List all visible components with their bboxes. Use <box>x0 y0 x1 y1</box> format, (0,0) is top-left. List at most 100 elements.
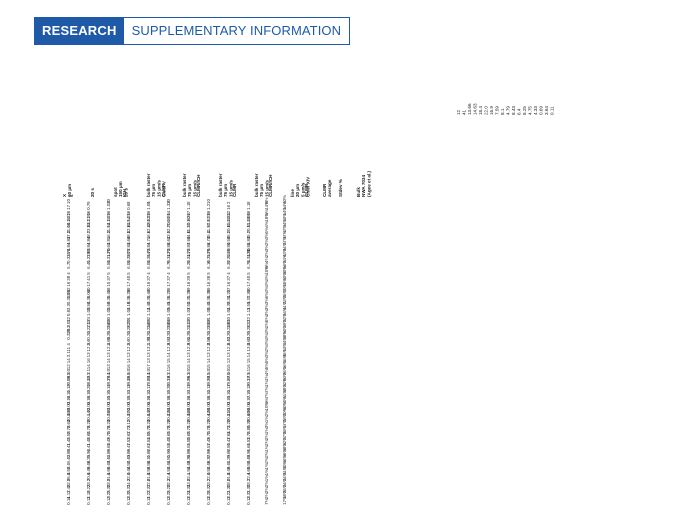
table-cell: 0.17 <box>246 395 251 404</box>
table-cell: 0.8 <box>66 309 71 316</box>
table-cell: 22 <box>146 316 151 322</box>
table-cell: 20.76 <box>106 411 111 423</box>
bulk-value: 13.66 <box>467 103 472 115</box>
table-cell: 13 <box>186 352 191 358</box>
table-cell: 4.66 <box>106 466 111 475</box>
table-cell: 22.1 <box>186 472 191 481</box>
table-cell: 37% <box>282 230 287 239</box>
bulk-value: 3.64 <box>544 106 549 115</box>
table-cell: 0.16 <box>186 395 191 404</box>
table-cell: 8.41 <box>226 460 231 469</box>
table-cell: 60% <box>282 401 287 410</box>
table-cell: 13 <box>106 364 111 370</box>
table-cell: 16 <box>146 281 151 287</box>
table-cell: 0.23 <box>166 330 171 339</box>
table-cell: 2.02 <box>186 319 191 328</box>
table-cell: 16 <box>126 210 131 216</box>
table-cell: 16 <box>226 281 231 287</box>
table-cell: 0.89 <box>126 448 131 457</box>
table-cell: 12.4 <box>106 342 111 351</box>
table-cell: 38 <box>206 275 211 281</box>
table-cell: 2% <box>264 410 269 417</box>
table-cell: 5 <box>106 272 111 275</box>
table-cell: 1.73 <box>146 248 151 257</box>
table-cell: 23.2 <box>206 478 211 487</box>
table-cell: 1.77 <box>126 248 131 257</box>
table-cell: 12.9 <box>186 342 191 351</box>
table-cell: 3.35 <box>126 490 131 499</box>
table-cell: 16 <box>146 210 151 216</box>
table-cell: 5% <box>264 363 269 370</box>
table-cell: 2.78 <box>166 425 171 434</box>
table-cell: 1.22 <box>66 212 71 221</box>
table-cell: 10.36 <box>66 216 71 228</box>
table-cell: 3.43 <box>206 301 211 310</box>
table-cell: 0.15 <box>226 395 231 404</box>
table-cell: 5.7 <box>66 262 71 269</box>
table-cell: 2.01 <box>226 319 231 328</box>
table-cell: 4.46 <box>186 407 191 416</box>
table-cell: 2% <box>264 251 269 258</box>
table-cell: 1.28 <box>206 212 211 221</box>
table-cell: 16 <box>86 358 91 364</box>
table-cell: 58 <box>126 287 131 293</box>
table-cell: 22 <box>66 316 71 322</box>
table-cell: 8 <box>186 201 191 204</box>
table-cell: 11.40 <box>246 216 251 227</box>
table-cell: 13 <box>106 352 111 358</box>
table-cell: 1.74 <box>66 248 71 257</box>
table-cell: 3.26 <box>86 419 91 428</box>
table-cell: 1.14 <box>146 307 151 316</box>
table-cell: 1.1 <box>246 368 251 375</box>
table-cell: 1.26 <box>166 212 171 221</box>
table-cell: 14 <box>66 358 71 364</box>
table-cell: 2.34 <box>186 484 191 493</box>
table-cell: 14% <box>282 201 287 210</box>
table-cell: 3% <box>264 310 269 317</box>
table-cell: 21 <box>126 316 131 322</box>
table-cell: 0.249 <box>226 322 231 334</box>
table-cell: 0.88 <box>166 242 171 251</box>
table-cell: 10 <box>206 198 211 204</box>
table-cell: 0.37 <box>246 295 251 304</box>
table-cell: 0.364 <box>146 251 151 263</box>
table-cell: 3.24 <box>146 419 151 428</box>
table-cell: 3.59 <box>106 301 111 310</box>
table-cell: 4.56 <box>246 407 251 416</box>
table-cell: 1.1 <box>86 368 91 375</box>
table-cell: 16 <box>186 281 191 287</box>
table-cell: 0.11 <box>146 496 151 505</box>
table-cell: 22 <box>246 316 251 322</box>
table-cell: 2% <box>264 457 269 464</box>
table-cell: 7% <box>264 386 269 393</box>
table-cell: 30% <box>282 266 287 275</box>
table-cell: 19.93 <box>206 375 211 387</box>
table-cell: 36% <box>282 449 287 458</box>
table-cell: 22.2 <box>86 372 91 381</box>
table-cell: 1.09 <box>166 307 171 316</box>
table-cell: 10 <box>106 198 111 204</box>
table-cell: 45.2 <box>226 230 231 239</box>
bulk-value: 8.43 <box>511 106 516 115</box>
table-cell: 3.24 <box>106 419 111 428</box>
table-cell: 15 <box>186 364 191 370</box>
table-cell: 6.41 <box>66 443 71 452</box>
table-cell: 5 <box>246 272 251 275</box>
table-cell: 0.11 <box>66 390 71 399</box>
table-cell: 0.15 <box>86 389 91 398</box>
table-cell: 16 <box>166 364 171 370</box>
table-cell: 18.49 <box>86 375 91 387</box>
table-cell: 2.30 <box>226 484 231 493</box>
table-cell: 8.29 <box>226 454 231 463</box>
table-cell: 22.0 <box>126 472 131 481</box>
table-cell: 0.262 <box>246 322 251 334</box>
table-header-line: 15 µm/s <box>156 180 161 197</box>
table-cell: 4.52 <box>206 466 211 475</box>
table-cell: 22.3 <box>166 478 171 487</box>
table-cell: 1.1 <box>166 368 171 375</box>
table-cell: 0.16 <box>86 395 91 404</box>
table-cell: 18% <box>264 213 269 222</box>
table-cell: 16 <box>246 364 251 370</box>
table-cell: 23.7 <box>86 478 91 487</box>
table-cell: 20.30 <box>66 411 71 423</box>
